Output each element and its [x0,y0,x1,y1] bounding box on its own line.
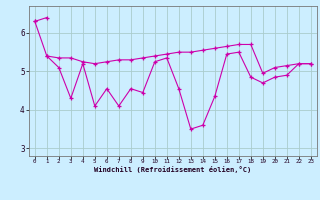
X-axis label: Windchill (Refroidissement éolien,°C): Windchill (Refroidissement éolien,°C) [94,166,252,173]
